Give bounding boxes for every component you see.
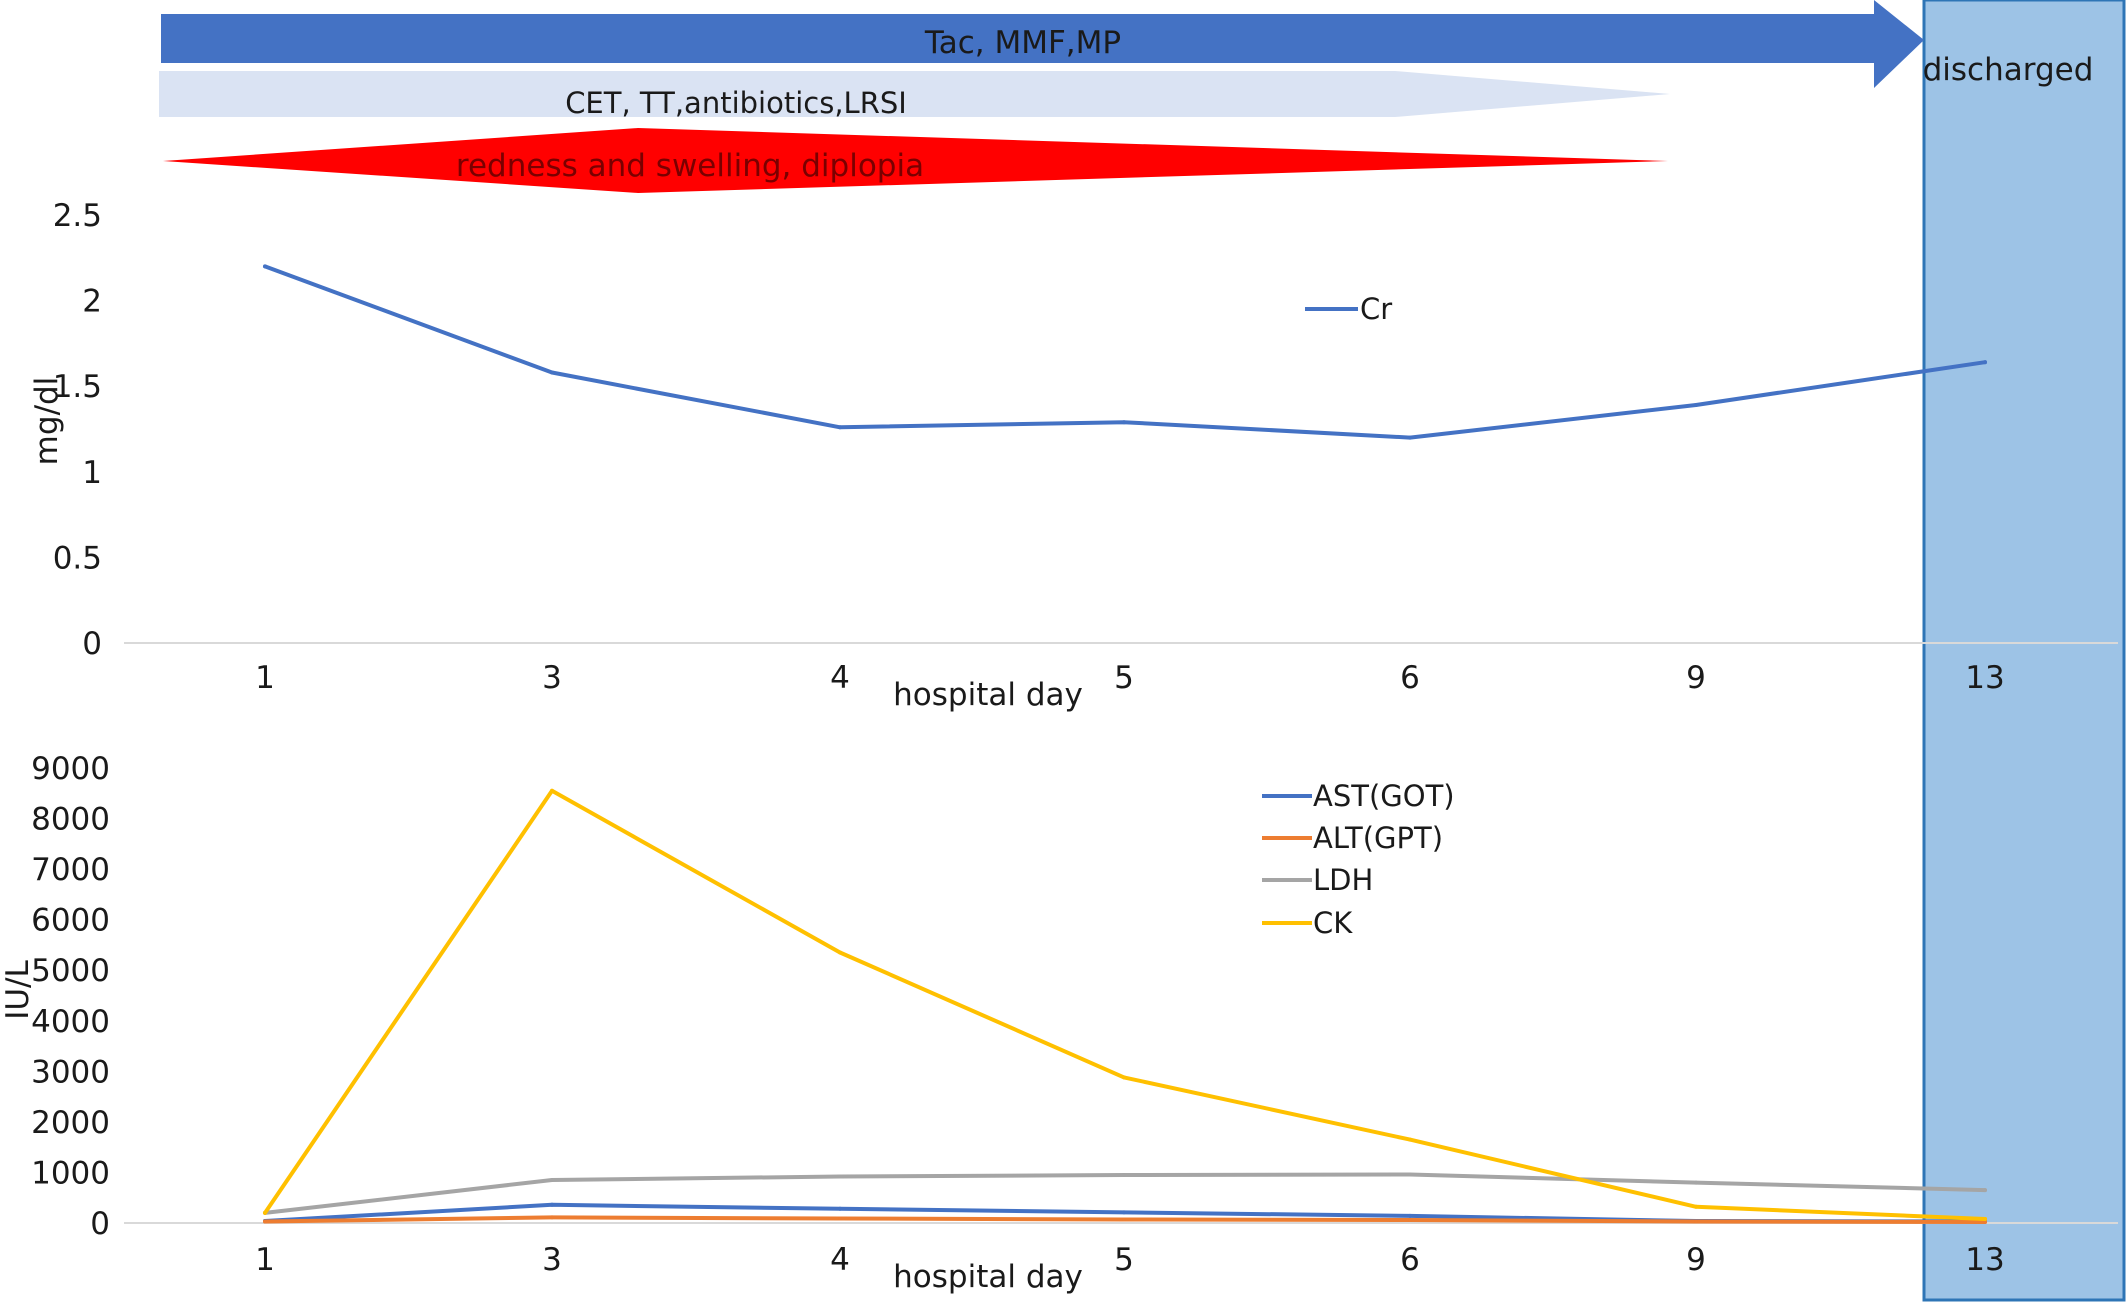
enzyme-y-tick-label: 3000: [31, 1054, 110, 1090]
enzyme-x-tick-label: 1: [255, 1242, 275, 1278]
enzyme-x-tick-label: 3: [542, 1242, 562, 1278]
treatment-label: CET, TT,antibiotics,LRSI: [565, 86, 907, 120]
data-point-alt-gpt: [1408, 1218, 1412, 1222]
data-point-ldh: [1694, 1180, 1698, 1185]
enzyme-y-axis-title: IU/L: [0, 960, 36, 1020]
cr-x-tick-label: 6: [1400, 660, 1420, 696]
data-point-ast-got: [1408, 1213, 1412, 1218]
data-point-ldh: [1408, 1172, 1412, 1177]
data-point-ldh: [1122, 1173, 1126, 1177]
legend-label-ck: CK: [1313, 906, 1353, 940]
cr-x-tick-label: 3: [542, 660, 562, 696]
cr-x-tick-label: 1: [255, 660, 275, 696]
data-point-cr: [1983, 360, 1987, 365]
enzyme-x-tick-label: 13: [1965, 1242, 2004, 1278]
enzyme-y-tick-label: 9000: [31, 751, 110, 787]
symptoms-band: [163, 128, 1668, 193]
symptoms-label: redness and swelling, diplopia: [456, 148, 924, 184]
data-point-ck: [1122, 1075, 1126, 1080]
data-point-alt-gpt: [1983, 1220, 1987, 1224]
data-point-cr: [1408, 435, 1412, 440]
data-point-ck: [263, 1210, 267, 1215]
data-point-cr: [263, 264, 267, 269]
enzyme-y-tick-label: 1000: [31, 1155, 110, 1191]
data-point-alt-gpt: [1694, 1219, 1698, 1224]
enzyme-y-tick-label: 2000: [31, 1105, 110, 1141]
data-point-ck: [1408, 1137, 1412, 1142]
cr-y-tick-label: 2.5: [53, 198, 102, 234]
enzyme-y-tick-label: 6000: [31, 903, 110, 939]
data-point-ck: [838, 950, 842, 955]
enzyme-y-tick-label: 5000: [31, 953, 110, 989]
legend-label-alt: ALT(GPT): [1313, 821, 1443, 855]
cr-chart: 00.511.522.5 1 3 4 5 6 9 13 mg/dl hospital day…: [29, 198, 2118, 713]
series-line-cr: [263, 264, 1987, 440]
cr-x-ticks: 1 3 4 5 6 9 13: [255, 660, 2005, 696]
data-point-alt-gpt: [550, 1215, 554, 1220]
data-point-cr: [1122, 420, 1126, 425]
legend-label-ldh: LDH: [1313, 863, 1373, 897]
enzyme-y-ticks: 0 1000 2000 3000 4000 5000 6000 7000 8000 9000: [31, 751, 110, 1242]
data-point-alt-gpt: [838, 1216, 842, 1221]
cr-x-tick-label: 9: [1686, 660, 1706, 696]
cr-x-tick-label: 5: [1114, 660, 1134, 696]
data-point-cr: [838, 425, 842, 430]
data-point-alt-gpt: [263, 1219, 267, 1224]
enzyme-x-tick-label: 5: [1114, 1242, 1134, 1278]
enzyme-x-ticks: 1 3 4 5 6 9 13: [255, 1242, 2005, 1278]
cr-y-tick-label: 1.5: [53, 369, 102, 405]
enzyme-series: [263, 788, 1987, 1224]
data-point-ast-got: [838, 1206, 842, 1211]
legend-label-ast: AST(GOT): [1313, 779, 1455, 813]
data-point-ck: [1983, 1217, 1987, 1221]
enzyme-x-tick-label: 6: [1400, 1242, 1420, 1278]
data-point-ldh: [550, 1178, 554, 1182]
cr-y-ticks: 0 0.5 1 1.5 2 2.5: [53, 198, 102, 662]
cr-series: [263, 264, 1987, 440]
data-point-alt-gpt: [1122, 1217, 1126, 1222]
immunosuppression-arrow: [161, 0, 1924, 88]
data-point-cr: [1694, 403, 1698, 407]
cr-y-tick-label: 1: [82, 455, 102, 491]
cr-x-tick-label: 4: [830, 660, 850, 696]
cr-x-axis-title: hospital day: [893, 677, 1083, 713]
enzyme-y-tick-label: 8000: [31, 802, 110, 838]
enzyme-legend: AST(GOT) ALT(GPT) LDH CK: [1262, 779, 1455, 940]
enzyme-x-axis-title: hospital day: [893, 1259, 1083, 1295]
discharged-label: discharged: [1923, 52, 2094, 88]
cr-y-axis-title: mg/dl: [29, 377, 65, 466]
data-point-ldh: [1983, 1188, 1987, 1193]
data-point-ast-got: [550, 1202, 554, 1207]
cr-y-tick-label: 0: [82, 626, 102, 662]
data-point-cr: [550, 370, 554, 375]
enzyme-x-tick-label: 4: [830, 1242, 850, 1278]
enzyme-y-tick-label: 0: [90, 1206, 110, 1242]
discharged-band: [1922, 0, 2126, 1302]
data-point-ast-got: [1122, 1210, 1126, 1215]
enzyme-x-tick-label: 9: [1686, 1242, 1706, 1278]
immunosuppression-label: Tac, MMF,MP: [924, 25, 1121, 61]
cr-y-tick-label: 0.5: [53, 540, 102, 576]
data-point-ck: [1694, 1204, 1698, 1209]
enzyme-y-tick-label: 4000: [31, 1004, 110, 1040]
series-line-ck: [263, 788, 1987, 1221]
cr-legend: Cr: [1305, 292, 1392, 326]
cr-legend-label: Cr: [1360, 292, 1392, 326]
data-point-ck: [550, 788, 554, 793]
enzyme-y-tick-label: 7000: [31, 852, 110, 888]
data-point-ldh: [838, 1174, 842, 1179]
cr-y-tick-label: 2: [82, 284, 102, 320]
cr-x-tick-label: 13: [1965, 660, 2004, 696]
treatment-arrow: [159, 71, 1670, 117]
